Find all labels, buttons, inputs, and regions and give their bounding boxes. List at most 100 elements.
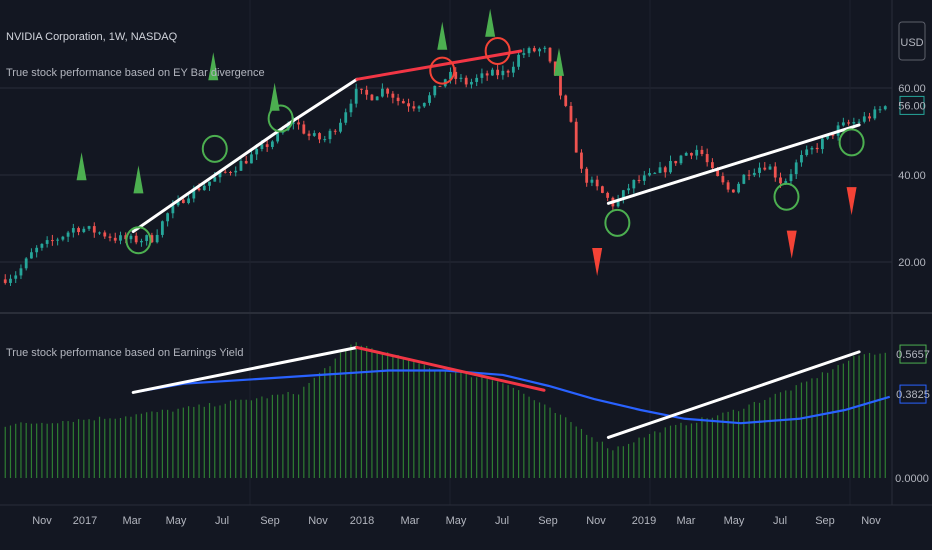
candle-body: [82, 228, 86, 233]
candle-body: [501, 70, 505, 76]
candle-body: [417, 106, 421, 109]
price-trendline-white: [606, 123, 861, 205]
price-tick-label: 20.00: [898, 257, 926, 269]
trend-lines: [131, 49, 861, 439]
candle-body: [784, 181, 788, 184]
candle-body: [800, 154, 803, 163]
candle-body: [19, 268, 23, 276]
candle-body: [779, 177, 782, 184]
candle-body: [690, 152, 693, 156]
time-tick-label: Sep: [815, 515, 835, 527]
pane-divider: [0, 0, 932, 506]
candle-body: [150, 235, 154, 243]
candle-body: [485, 73, 489, 76]
ey-trendline-white: [131, 345, 359, 394]
divergence-circle-green: [267, 104, 294, 133]
candle-body: [339, 122, 342, 132]
candle-body: [883, 106, 887, 110]
candle-body: [140, 240, 143, 243]
candle-body: [559, 75, 562, 96]
candle-body: [187, 198, 190, 204]
grid-lines: [0, 0, 892, 505]
candle-body: [98, 232, 101, 234]
candle-body: [276, 132, 280, 142]
divergence-circle-green: [773, 182, 800, 211]
candle-body: [731, 189, 735, 193]
time-tick-label: May: [166, 515, 187, 527]
candle-body: [244, 161, 248, 164]
candle-body: [323, 139, 327, 141]
candle-body: [821, 138, 824, 150]
candle-body: [700, 149, 704, 155]
candle-body: [145, 235, 149, 241]
candle-body: [716, 167, 720, 177]
candle-body: [627, 188, 630, 191]
candle-body: [265, 144, 269, 147]
candle-body: [449, 71, 452, 80]
candle-body: [103, 232, 107, 237]
candle-body: [176, 199, 180, 206]
candle-body: [794, 162, 798, 175]
currency-button[interactable]: USD: [898, 21, 926, 61]
candle-body: [407, 103, 410, 107]
candle-body: [742, 174, 746, 184]
candle-body: [208, 181, 211, 186]
candle-body: [789, 174, 793, 182]
divergence-circle-red: [429, 56, 456, 85]
time-tick-label: 2019: [632, 515, 656, 527]
candle-body: [564, 95, 568, 106]
candle-body: [438, 85, 442, 87]
price-axis[interactable]: 20.00 40.00 60.00 56.00 0.5657 0.3825 0.0000: [895, 83, 930, 485]
candle-body: [580, 152, 583, 169]
candle-body: [349, 103, 353, 113]
candle-body: [333, 130, 337, 132]
buy-arrow-up: [437, 21, 448, 50]
divergence-circle-green: [838, 128, 865, 157]
candle-body: [574, 121, 578, 153]
candle-body: [380, 88, 384, 97]
candle-body: [134, 235, 138, 243]
candle-body: [538, 48, 541, 52]
ey-trendline-red: [355, 345, 546, 392]
candle-body: [87, 226, 91, 229]
last-price-label: 56.00: [898, 100, 926, 112]
candle-body: [92, 226, 96, 233]
candle-body: [454, 71, 458, 79]
candle-body: [197, 188, 201, 191]
time-tick-label: Nov: [308, 515, 328, 527]
price-tick-label: 60.00: [898, 83, 926, 95]
candle-body: [24, 258, 28, 269]
sell-arrow-down: [786, 230, 797, 259]
candle-body: [826, 134, 830, 139]
divergence-circle-green: [125, 226, 152, 255]
candle-body: [56, 239, 60, 241]
last-price-box: [899, 95, 925, 115]
time-tick-label: Mar: [677, 515, 696, 527]
buy-arrow-up: [269, 82, 280, 111]
upper-indicator-name: True stock performance based on EY Bar d…: [6, 67, 265, 79]
candle-body: [878, 109, 882, 111]
candle-body: [852, 122, 856, 124]
candle-body: [155, 234, 159, 243]
candle-body: [360, 88, 363, 90]
time-tick-label: 2018: [350, 515, 374, 527]
candle-body: [30, 252, 33, 259]
candle-body: [522, 53, 526, 55]
candle-body: [857, 121, 861, 123]
candle-body: [391, 93, 395, 98]
candle-body: [181, 199, 185, 204]
candle-body: [873, 109, 877, 119]
candle-body: [422, 102, 426, 107]
time-tick-label: Nov: [861, 515, 881, 527]
candle-body: [847, 122, 850, 124]
candle-body: [459, 77, 463, 79]
candle-body: [286, 123, 290, 131]
candle-body: [595, 179, 599, 187]
candle-body: [648, 173, 651, 176]
time-axis[interactable]: Nov 2017 Mar May Jul Sep Nov 2018 Mar May Jul Sep No…: [32, 515, 881, 527]
candles: [3, 45, 887, 286]
time-tick-label: May: [446, 515, 467, 527]
sell-arrow-down: [592, 248, 603, 276]
candle-body: [302, 124, 306, 134]
